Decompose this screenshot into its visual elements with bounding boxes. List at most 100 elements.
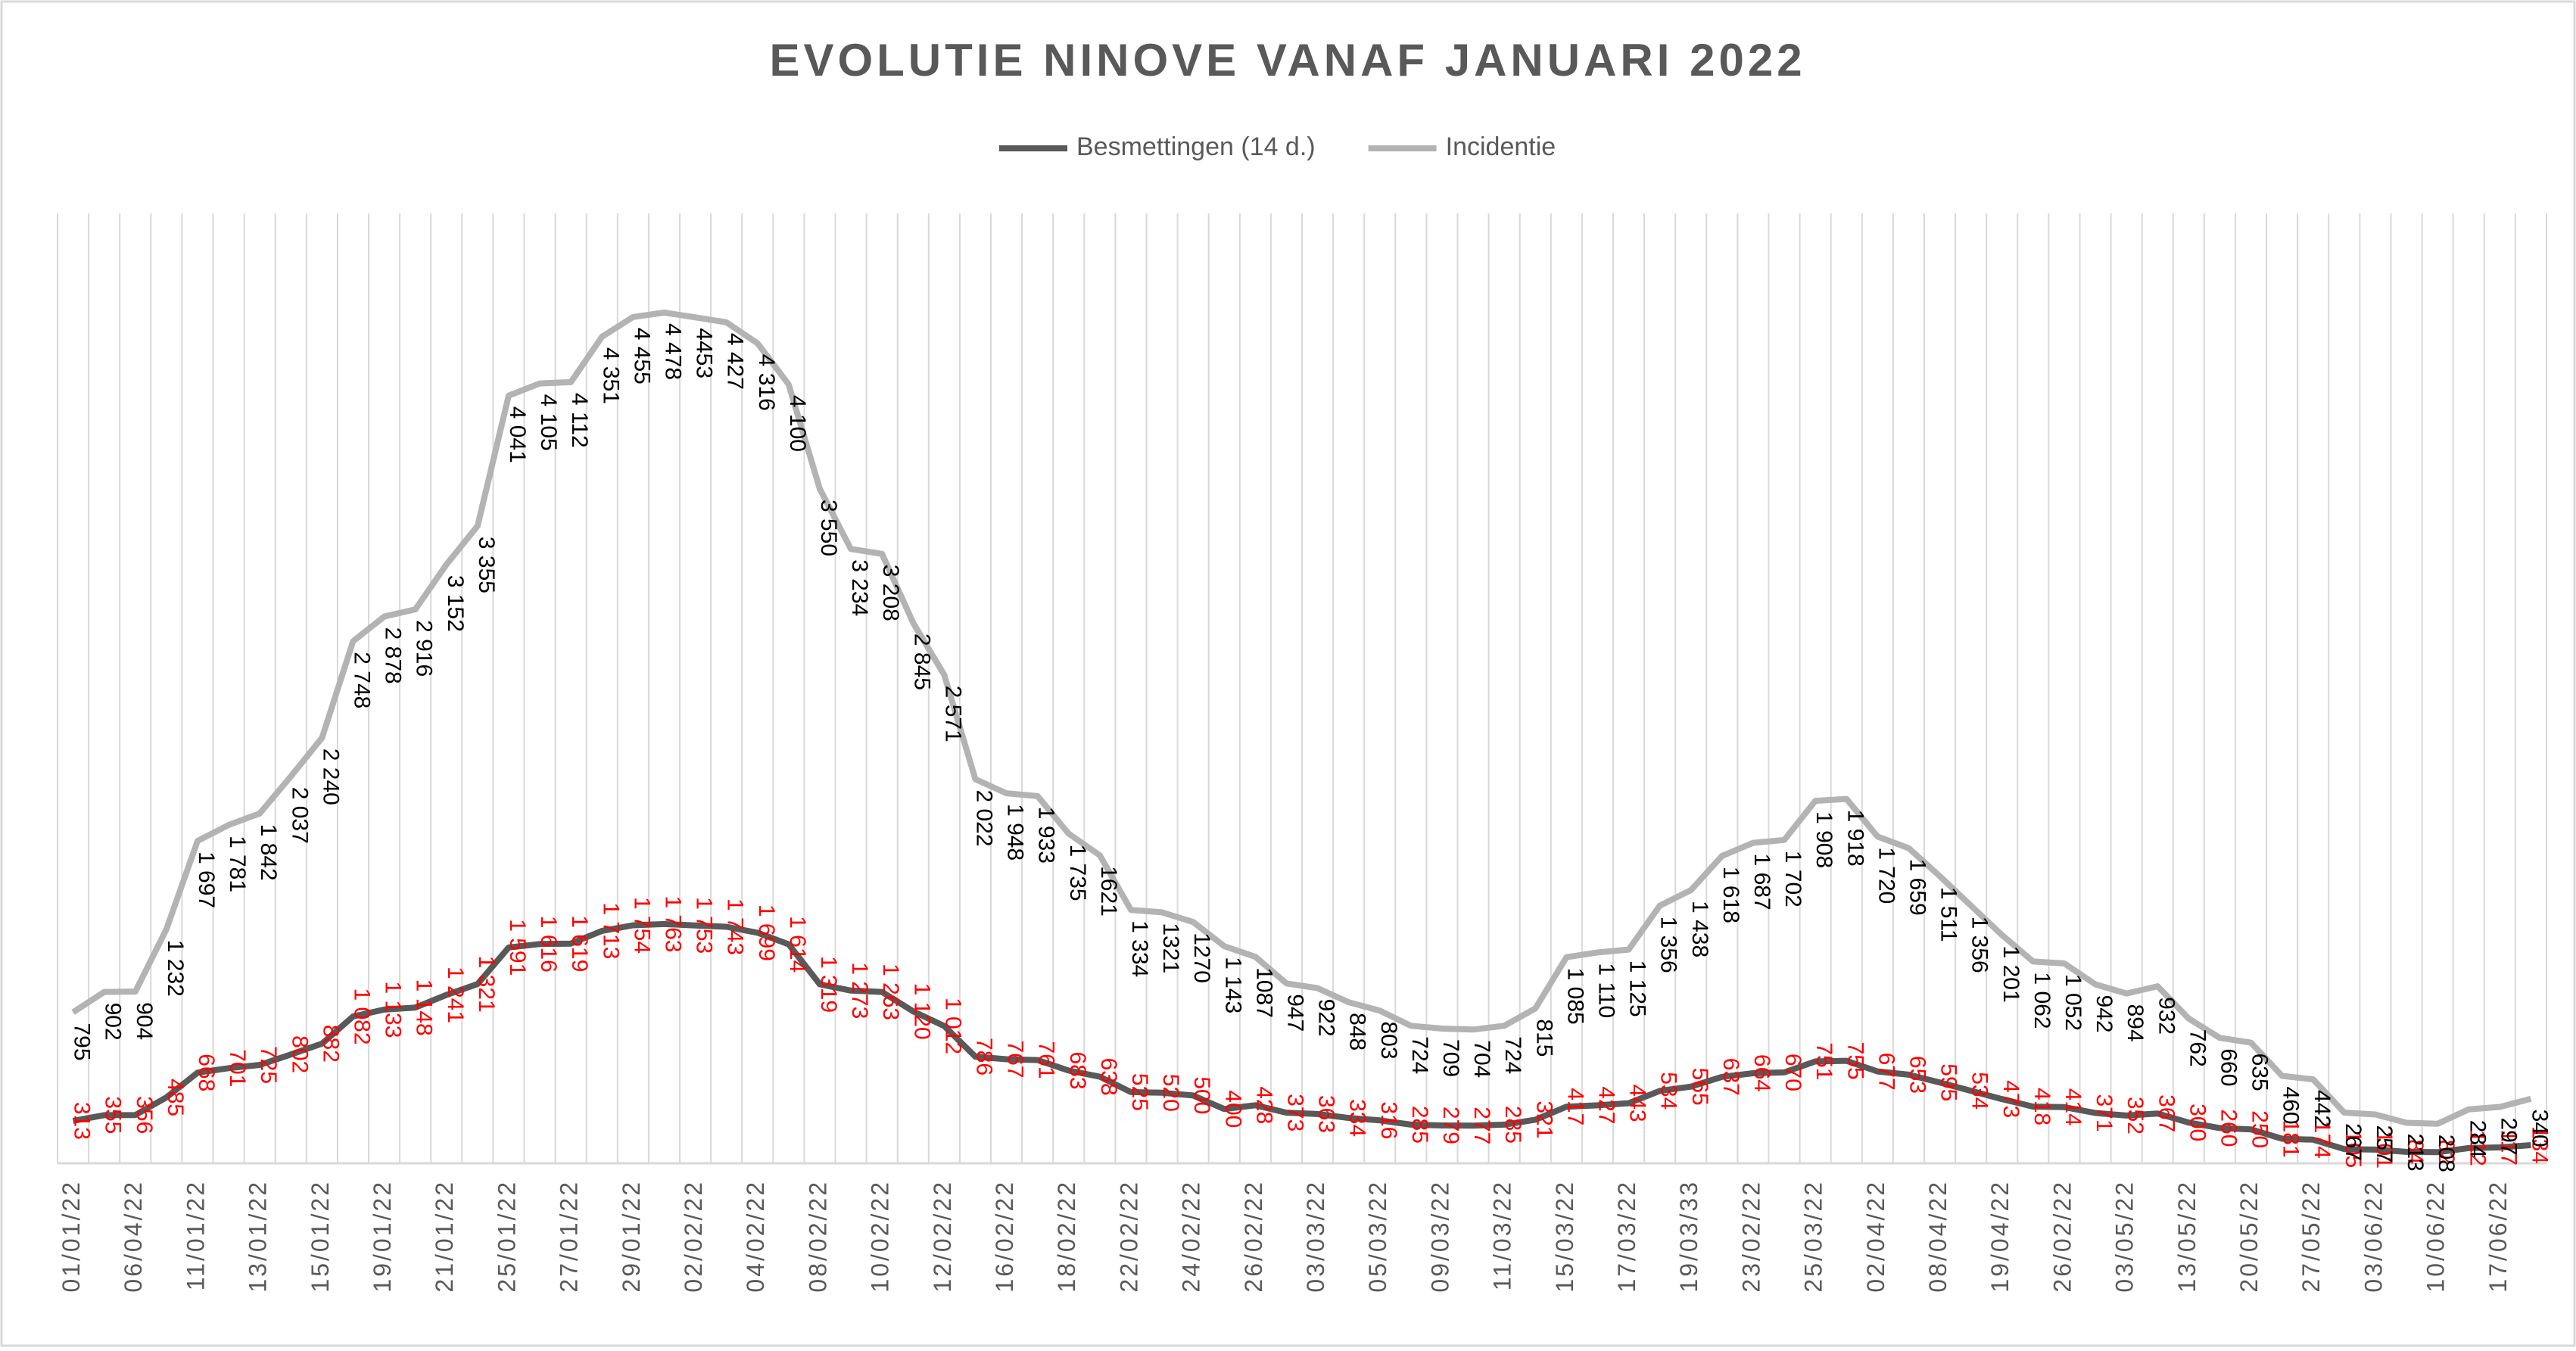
data-label: 1621 (1096, 866, 1121, 917)
x-tick-label: 04/02/22 (742, 1180, 769, 1293)
x-tick-label: 08/02/22 (804, 1180, 831, 1293)
data-label: 1 908 (1811, 811, 1836, 868)
data-label: 1 082 (350, 988, 375, 1044)
data-label: 3 234 (847, 559, 872, 616)
data-label: 4 100 (785, 395, 810, 452)
data-label: 285 (1500, 1106, 1525, 1144)
data-label: 340 (2528, 1110, 2553, 1147)
data-label: 1 754 (629, 897, 654, 954)
data-label: 1 753 (692, 897, 717, 954)
data-label: 595 (1936, 1063, 1961, 1101)
data-label: 213 (2403, 1134, 2428, 1172)
data-label: 1321 (1158, 923, 1183, 973)
data-label: 724 (1500, 1036, 1525, 1074)
data-label: 1 201 (1998, 946, 2023, 1003)
data-label: 1 697 (194, 851, 219, 908)
data-label: 660 (2216, 1048, 2241, 1086)
data-label: 1 110 (1594, 963, 1619, 1018)
data-label: 84 (2403, 1139, 2428, 1164)
data-label: 724 (1407, 1036, 1432, 1074)
data-label: 4 316 (754, 354, 779, 411)
x-tick-label: 20/05/22 (2235, 1180, 2263, 1293)
data-label: 355 (101, 1096, 126, 1134)
data-label: 1 842 (256, 824, 281, 881)
data-label: 284 (2465, 1120, 2490, 1158)
x-tick-label: 27/01/22 (556, 1180, 583, 1293)
data-label: 1 263 (878, 963, 903, 1020)
data-label: 2 037 (287, 787, 312, 844)
x-tick-label: 08/04/22 (1924, 1180, 1951, 1293)
data-label: 279 (1438, 1107, 1463, 1144)
data-label: 1 743 (723, 898, 748, 955)
data-label: 297 (2496, 1117, 2521, 1155)
x-tick-label: 29/01/22 (618, 1180, 645, 1293)
data-label: 1 356 (1656, 917, 1681, 973)
x-tick-label: 25/03/22 (1800, 1180, 1827, 1293)
x-tick-label: 25/01/22 (493, 1180, 520, 1293)
data-label: 174 (2310, 1121, 2335, 1159)
data-label: 316 (1376, 1101, 1401, 1139)
legend-label: Besmettingen (14 d.) (1076, 132, 1316, 161)
data-label: 525 (1127, 1073, 1152, 1111)
data-label: 762 (2185, 1029, 2210, 1067)
data-label: 653 (1905, 1056, 1930, 1094)
x-tick-label: 17/06/22 (2484, 1180, 2512, 1293)
x-tick-label: 02/02/22 (680, 1180, 707, 1293)
x-tick-label: 09/03/22 (1426, 1180, 1453, 1293)
x-tick-label: 22/02/22 (1115, 1180, 1142, 1293)
data-label: 1270 (1189, 932, 1214, 983)
data-label: 1 781 (225, 836, 250, 892)
x-tick-label: 11/03/22 (1489, 1180, 1516, 1290)
data-label: 363 (1314, 1095, 1339, 1133)
data-label: 1 321 (474, 956, 499, 1013)
data-label: 795 (70, 1023, 95, 1060)
data-label: 1 918 (1842, 810, 1867, 867)
x-tick-label: 24/02/22 (1178, 1180, 1205, 1293)
data-label: 1 133 (381, 981, 406, 1038)
data-label: 3 152 (443, 575, 468, 632)
data-label: 670 (1780, 1054, 1805, 1091)
data-label: 2 022 (972, 789, 997, 846)
data-label: 638 (1096, 1058, 1121, 1096)
series-line (71, 310, 2532, 1127)
data-label: 4 041 (505, 406, 530, 463)
data-label: 761 (1034, 1041, 1059, 1079)
data-label: 1 232 (163, 940, 188, 997)
data-label: 1 659 (1905, 859, 1930, 916)
data-label: 443 (1625, 1085, 1650, 1122)
data-label: 277 (1469, 1107, 1494, 1144)
data-label: 367 (2154, 1094, 2179, 1132)
data-label: 4 455 (629, 328, 654, 384)
data-label: 2 240 (318, 749, 343, 805)
x-tick-label: 23/02/22 (1737, 1180, 1765, 1293)
data-label: 1 511 (1936, 887, 1961, 942)
data-label: 1 356 (1967, 917, 1992, 973)
data-label: 82 (2434, 1140, 2459, 1165)
data-label: 894 (2123, 1004, 2148, 1042)
data-label: 1 614 (785, 916, 810, 973)
data-label: 334 (1345, 1099, 1370, 1137)
data-label: 2 878 (381, 627, 406, 684)
data-label: 802 (287, 1035, 312, 1073)
data-label: 2 845 (909, 633, 934, 690)
data-label: 904 (132, 1002, 157, 1040)
data-label: 534 (1967, 1072, 1992, 1110)
data-label: 442 (2310, 1090, 2335, 1128)
data-label: 101 (2372, 1131, 2397, 1169)
data-label: 260 (2216, 1109, 2241, 1147)
data-label: 922 (1314, 999, 1339, 1037)
data-label: 117 (2496, 1129, 2521, 1166)
data-label: 565 (1687, 1068, 1712, 1106)
data-label: 2 571 (940, 686, 965, 742)
data-label: 267 (2341, 1123, 2366, 1161)
x-tick-label: 03/06/22 (2360, 1180, 2387, 1293)
data-label: 1 273 (847, 962, 872, 1019)
x-tick-label: 13/05/22 (2173, 1180, 2201, 1293)
data-label: 208 (2434, 1135, 2459, 1172)
data-label: 3 550 (816, 500, 841, 556)
data-label: 932 (2154, 997, 2179, 1035)
data-label: 902 (101, 1003, 126, 1041)
data-label: 664 (1749, 1054, 1774, 1092)
